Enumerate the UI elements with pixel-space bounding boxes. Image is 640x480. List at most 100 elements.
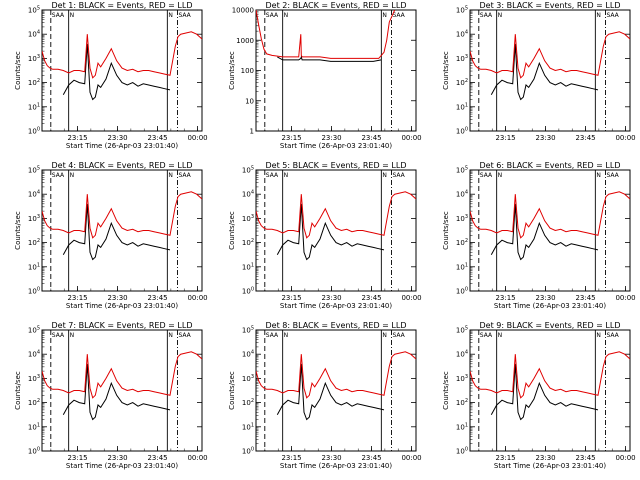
x-tick-label: 23:15 [495, 294, 515, 302]
event-marker-label: SAA [480, 332, 493, 339]
x-tick-label: 23:15 [281, 454, 301, 462]
series-lld-line [42, 31, 202, 79]
panel-det-9: Det 9: BLACK = Events, RED = LLD 100 101 10… [442, 321, 636, 470]
x-tick-label: 23:30 [107, 294, 127, 302]
series-lld-line [42, 191, 202, 239]
panel-det-7: Det 7: BLACK = Events, RED = LLD 100 101 10… [14, 321, 208, 470]
series-events-line [62, 43, 171, 101]
y-axis-label: Counts/sec [442, 211, 450, 250]
event-marker-label: N [498, 332, 503, 339]
y-tick-label: 103 [28, 214, 40, 223]
y-tick-label: 104 [242, 350, 254, 359]
series-lld-line [470, 31, 630, 79]
panel-title: Det 2: BLACK = Events, RED = LLD [266, 1, 407, 10]
y-tick-label: 104 [456, 30, 468, 39]
panel-title: Det 7: BLACK = Events, RED = LLD [52, 321, 193, 330]
panel-title: Det 4: BLACK = Events, RED = LLD [52, 161, 193, 170]
panel-title: Det 6: BLACK = Events, RED = LLD [480, 161, 621, 170]
x-axis-label: Start Time (26-Apr-03 23:01:40) [280, 462, 392, 470]
x-tick-label: 23:15 [67, 454, 87, 462]
x-tick-label: 00:00 [615, 454, 635, 462]
y-tick-label: 102 [242, 238, 254, 247]
panel-title: Det 9: BLACK = Events, RED = LLD [480, 321, 621, 330]
y-tick-label: 101 [456, 102, 468, 111]
series-events-line [277, 55, 382, 62]
x-tick-label: 23:45 [147, 454, 167, 462]
y-tick-label: 10000 [232, 7, 254, 15]
x-tick-label: 23:45 [575, 294, 595, 302]
x-tick-label: 00:00 [187, 134, 207, 142]
y-axis-label: Counts/sec [14, 51, 22, 90]
event-marker-label: SAA [178, 332, 191, 339]
plot-frame [469, 169, 631, 292]
x-tick-label: 23:45 [361, 454, 381, 462]
event-marker-label: SAA [266, 332, 279, 339]
x-tick-label: 23:30 [535, 294, 555, 302]
x-tick-label: 23:30 [535, 134, 555, 142]
event-marker-label: SAA [606, 172, 619, 179]
x-tick-label: 23:15 [67, 294, 87, 302]
y-tick-label: 102 [456, 238, 468, 247]
event-marker-label: SAA [178, 12, 191, 19]
plot-frame [41, 9, 203, 132]
event-marker-label: N [596, 12, 601, 19]
event-marker-label: SAA [266, 12, 279, 19]
x-tick-label: 00:00 [615, 134, 635, 142]
event-marker-label: SAA [606, 332, 619, 339]
y-axis-label: Counts/sec [442, 371, 450, 410]
plot-frame [469, 329, 631, 452]
y-tick-label: 103 [456, 374, 468, 383]
y-tick-label: 104 [28, 30, 40, 39]
x-tick-label: 23:30 [107, 134, 127, 142]
x-tick-label: 23:30 [321, 134, 341, 142]
event-marker-label: N [498, 172, 503, 179]
event-marker-label: SAA [392, 172, 405, 179]
x-tick-label: 23:45 [147, 134, 167, 142]
y-tick-label: 103 [242, 374, 254, 383]
y-tick-label: 104 [456, 190, 468, 199]
y-tick-label: 100 [456, 447, 468, 456]
y-tick-label: 101 [28, 262, 40, 271]
y-axis-label: Counts/sec [14, 211, 22, 250]
panel-det-5: Det 5: BLACK = Events, RED = LLD 100 101 10… [228, 161, 422, 310]
series-events-line [62, 203, 171, 261]
y-tick-label: 101 [456, 422, 468, 431]
x-tick-label: 23:30 [107, 454, 127, 462]
series-lld-line [256, 351, 416, 399]
series-lld-line [256, 10, 396, 59]
event-marker-label: N [70, 332, 75, 339]
y-tick-label: 105 [456, 166, 468, 175]
event-marker-label: N [498, 12, 503, 19]
x-tick-label: 23:15 [281, 294, 301, 302]
event-marker-label: SAA [52, 12, 65, 19]
event-marker-label: N [382, 12, 387, 19]
panel-title: Det 5: BLACK = Events, RED = LLD [266, 161, 407, 170]
x-tick-label: 23:15 [281, 134, 301, 142]
event-marker-label: N [596, 172, 601, 179]
y-tick-label: 1000 [236, 37, 254, 45]
x-tick-label: 00:00 [187, 454, 207, 462]
event-marker-label: SAA [480, 12, 493, 19]
x-tick-label: 23:45 [361, 134, 381, 142]
plot-frame [255, 9, 417, 132]
event-marker-label: SAA [266, 172, 279, 179]
event-marker-label: SAA [392, 332, 405, 339]
panel-title: Det 3: BLACK = Events, RED = LLD [480, 1, 621, 10]
x-tick-label: 23:15 [495, 454, 515, 462]
y-tick-label: 100 [28, 127, 40, 136]
plot-frame [255, 329, 417, 452]
event-marker-label: SAA [606, 12, 619, 19]
event-marker-label: N [284, 332, 289, 339]
x-axis-label: Start Time (26-Apr-03 23:01:40) [494, 302, 606, 310]
y-tick-label: 100 [242, 447, 254, 456]
panel-det-6: Det 6: BLACK = Events, RED = LLD 100 101 10… [442, 161, 636, 310]
y-tick-label: 100 [456, 287, 468, 296]
event-marker-label: SAA [52, 172, 65, 179]
x-tick-label: 23:30 [535, 454, 555, 462]
y-tick-label: 100 [28, 287, 40, 296]
event-marker-label: N [284, 172, 289, 179]
x-tick-label: 23:30 [321, 294, 341, 302]
event-marker-label: SAA [392, 12, 405, 19]
event-marker-label: N [596, 332, 601, 339]
